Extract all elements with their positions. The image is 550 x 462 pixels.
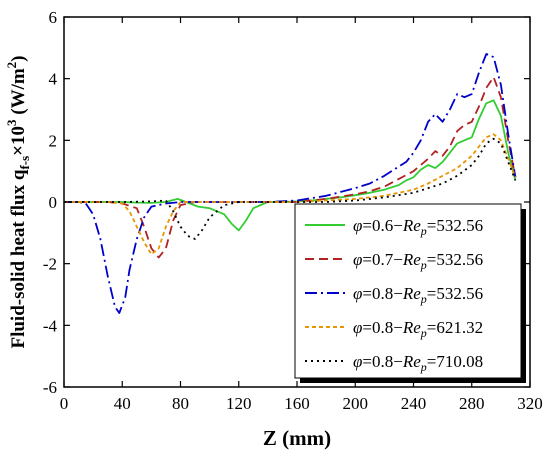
legend-label-2: φ=0.7−Rep=532.56 <box>353 250 483 272</box>
x-axis-label: Z (mm) <box>263 426 331 450</box>
y-tick-label: 2 <box>49 131 58 150</box>
y-axis-label-unit: (W/m <box>8 68 29 119</box>
y-tick-label: 4 <box>49 70 58 89</box>
y-axis-label-main: Fluid-solid heat flux q <box>8 169 29 348</box>
legend-label-3: φ=0.8−Rep=532.56 <box>353 284 483 306</box>
y-axis-label-sup: 3 <box>4 119 19 126</box>
legend-label-1: φ=0.6−Rep=532.56 <box>353 216 483 238</box>
y-tick-label: 6 <box>49 8 58 27</box>
x-tick-label: 0 <box>60 394 69 413</box>
x-tick-label: 80 <box>172 394 189 413</box>
x-tick-label: 120 <box>226 394 252 413</box>
x-tick-label: 240 <box>401 394 427 413</box>
legend: φ=0.6−Rep=532.56 φ=0.7−Rep=532.56 φ=0.8−Re… <box>294 203 526 383</box>
series-line-5 <box>64 137 517 240</box>
x-tick-label: 320 <box>517 394 543 413</box>
y-axis-label: Fluid-solid heat flux qf-s×103 (W/m2) <box>4 55 32 348</box>
x-tick-label: 280 <box>459 394 485 413</box>
legend-box <box>294 203 522 379</box>
series-line-3 <box>64 53 517 314</box>
ticks-layer: 0 40 80 120 160 200 240 280 320 -6 -4 -2 0 2 4 6 <box>43 8 543 413</box>
y-axis-label-sub: f-s <box>17 156 32 170</box>
y-axis-label-mid: ×10 <box>8 126 29 156</box>
series-line-4 <box>64 133 517 256</box>
y-axis-label-unit-end: ) <box>8 55 29 61</box>
y-tick-label: -4 <box>43 316 58 335</box>
x-tick-label: 160 <box>284 394 310 413</box>
y-tick-label: -6 <box>43 378 57 397</box>
y-tick-label: -2 <box>43 255 57 274</box>
x-tick-label: 200 <box>343 394 369 413</box>
legend-items: φ=0.6−Rep=532.56 φ=0.7−Rep=532.56 φ=0.8−Re… <box>305 216 483 374</box>
y-axis-label-unit-sup: 2 <box>4 62 19 69</box>
series-layer <box>64 53 517 314</box>
x-tick-label: 40 <box>114 394 131 413</box>
legend-label-5: φ=0.8−Rep=710.08 <box>353 352 483 374</box>
legend-label-4: φ=0.8−Rep=621.32 <box>353 318 483 340</box>
y-tick-label: 0 <box>49 193 58 212</box>
